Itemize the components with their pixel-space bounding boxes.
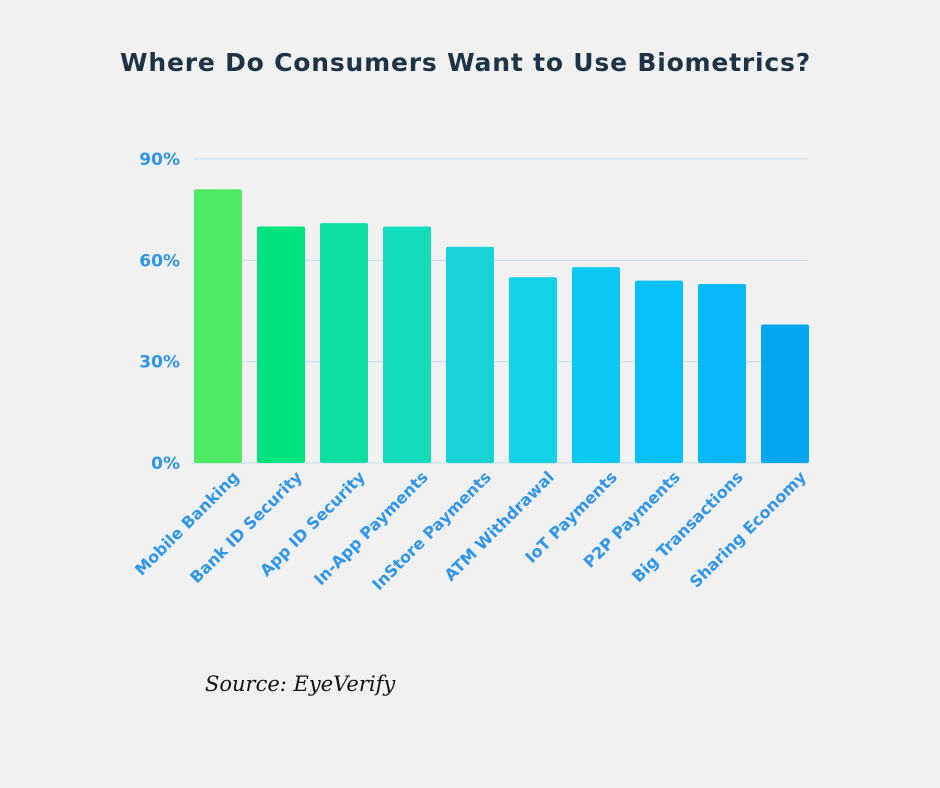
bar xyxy=(698,283,746,463)
bar xyxy=(761,324,809,463)
x-tick-label: Bank ID Security xyxy=(186,467,306,587)
bar xyxy=(320,223,368,463)
bar xyxy=(572,267,620,463)
chart-title: Where Do Consumers Want to Use Biometric… xyxy=(120,48,811,77)
y-tick-label: 60% xyxy=(139,251,180,271)
bar xyxy=(635,280,683,463)
y-tick-label: 30% xyxy=(139,353,180,373)
x-tick-label: Sharing Economy xyxy=(686,467,810,591)
x-tick-label: In-App Payments xyxy=(310,467,432,589)
x-tick-label: InStore Payments xyxy=(368,467,495,594)
bar xyxy=(446,246,494,463)
y-tick-label: 0% xyxy=(151,454,180,474)
bar xyxy=(194,189,242,463)
x-tick-label: Mobile Banking xyxy=(131,467,243,579)
y-tick-label: 90% xyxy=(139,150,180,170)
bar xyxy=(509,277,557,463)
x-tick-label: App ID Security xyxy=(256,467,369,580)
x-tick-label: ATM Withdrawal xyxy=(441,467,558,584)
bar xyxy=(383,226,431,463)
source-note: Source: EyeVerify xyxy=(205,672,396,696)
bar xyxy=(257,226,305,463)
x-tick-label: Big Transactions xyxy=(628,467,747,586)
